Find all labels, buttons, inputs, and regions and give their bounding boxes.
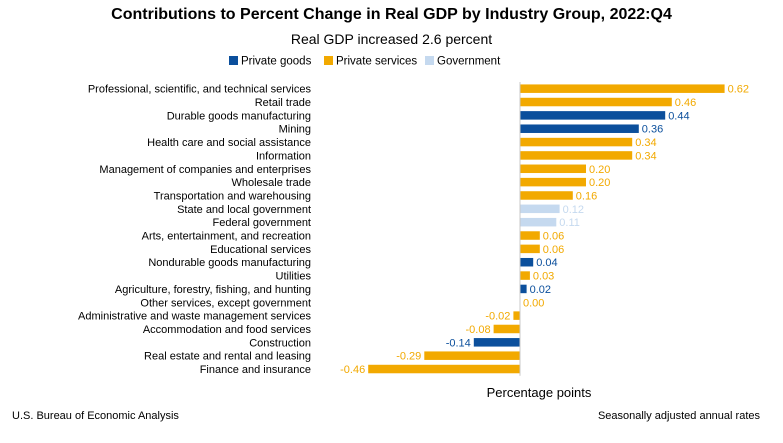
x-axis-label: Percentage points <box>487 385 592 400</box>
chart-subtitle: Real GDP increased 2.6 percent <box>290 31 493 47</box>
category-label: Real estate and rental and leasing <box>144 351 311 363</box>
bar <box>520 137 633 147</box>
bar <box>473 338 520 347</box>
value-label: 0.03 <box>533 271 554 283</box>
category-label: Construction <box>249 337 311 349</box>
category-label: State and local government <box>177 204 311 216</box>
bar <box>520 111 666 120</box>
value-label: -0.02 <box>485 311 510 323</box>
bars <box>368 84 725 374</box>
chart-title: Contributions to Percent Change in Real … <box>111 6 672 23</box>
category-label: Federal government <box>213 217 311 229</box>
bar <box>520 151 633 160</box>
legend-label: Private goods <box>241 56 312 68</box>
value-label: -0.29 <box>396 351 421 363</box>
category-labels: Professional, scientific, and technical … <box>78 84 311 376</box>
value-label: -0.14 <box>446 337 471 349</box>
value-label: 0.34 <box>635 150 656 162</box>
value-label: 0.36 <box>642 124 663 136</box>
bar <box>520 97 672 107</box>
legend-swatch <box>324 56 333 65</box>
value-label: 0.04 <box>536 257 557 269</box>
value-label: 0.34 <box>635 137 656 149</box>
category-label: Transportation and warehousing <box>154 190 311 202</box>
category-label: Finance and insurance <box>200 364 311 376</box>
category-label: Mining <box>279 124 311 136</box>
bar <box>520 271 530 280</box>
category-label: Management of companies and enterprises <box>99 164 311 176</box>
value-label: 0.44 <box>668 110 689 122</box>
value-label: -0.46 <box>340 364 365 376</box>
value-label: 0.02 <box>530 284 551 296</box>
bar <box>520 124 639 133</box>
value-label: 0.62 <box>728 84 749 96</box>
source-note: U.S. Bureau of Economic Analysis <box>12 410 179 422</box>
bar <box>368 364 520 374</box>
value-label: 0.12 <box>563 204 584 216</box>
category-label: Wholesale trade <box>232 177 312 189</box>
bar <box>424 351 520 360</box>
category-label: Nondurable goods manufacturing <box>148 257 311 269</box>
legend-label: Private services <box>336 56 417 68</box>
bar <box>520 164 586 174</box>
category-label: Agriculture, forestry, fishing, and hunt… <box>115 284 311 296</box>
bar <box>520 177 586 187</box>
category-label: Durable goods manufacturing <box>167 110 311 122</box>
bar <box>520 191 573 200</box>
bar <box>513 311 520 320</box>
bar <box>520 217 557 227</box>
bar <box>520 204 560 214</box>
legend-swatch <box>425 56 434 65</box>
value-label: 0.46 <box>675 97 696 109</box>
value-label: 0.06 <box>543 244 564 256</box>
value-label: 0.16 <box>576 190 597 202</box>
category-label: Administrative and waste management serv… <box>78 311 311 323</box>
category-label: Other services, except government <box>140 297 311 309</box>
category-label: Retail trade <box>255 97 311 109</box>
bar <box>520 84 725 93</box>
bar <box>493 324 520 334</box>
bar <box>520 257 534 267</box>
category-label: Professional, scientific, and technical … <box>88 84 312 96</box>
value-label: 0.00 <box>523 297 544 309</box>
bar <box>520 284 527 294</box>
bar <box>520 231 540 240</box>
rate-note: Seasonally adjusted annual rates <box>597 410 760 422</box>
value-label: 0.20 <box>589 164 610 176</box>
value-label: 0.06 <box>543 231 564 243</box>
category-label: Arts, entertainment, and recreation <box>142 231 311 243</box>
value-label: 0.11 <box>559 217 580 229</box>
category-label: Information <box>256 150 311 162</box>
category-label: Utilities <box>276 271 312 283</box>
category-label: Accommodation and food services <box>143 324 312 336</box>
legend-swatch <box>229 56 238 65</box>
value-labels: 0.620.460.440.360.340.340.200.200.160.12… <box>340 84 749 376</box>
legend-label: Government <box>437 56 501 68</box>
legend: Private goods Private services Government <box>229 56 501 68</box>
value-label: -0.08 <box>466 324 491 336</box>
category-label: Educational services <box>210 244 311 256</box>
category-label: Health care and social assistance <box>147 137 311 149</box>
bar <box>520 244 540 254</box>
value-label: 0.20 <box>589 177 610 189</box>
